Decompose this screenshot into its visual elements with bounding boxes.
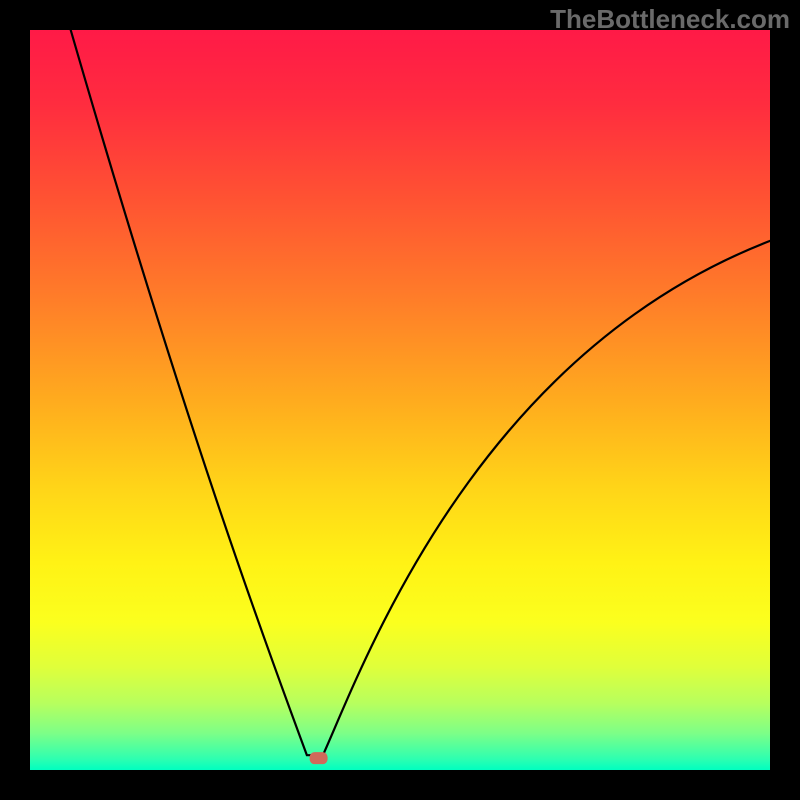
optimal-point-marker	[310, 752, 328, 764]
bottleneck-chart: TheBottleneck.com	[0, 0, 800, 800]
chart-svg	[0, 0, 800, 800]
plot-background	[30, 30, 770, 770]
watermark-text: TheBottleneck.com	[550, 4, 790, 35]
